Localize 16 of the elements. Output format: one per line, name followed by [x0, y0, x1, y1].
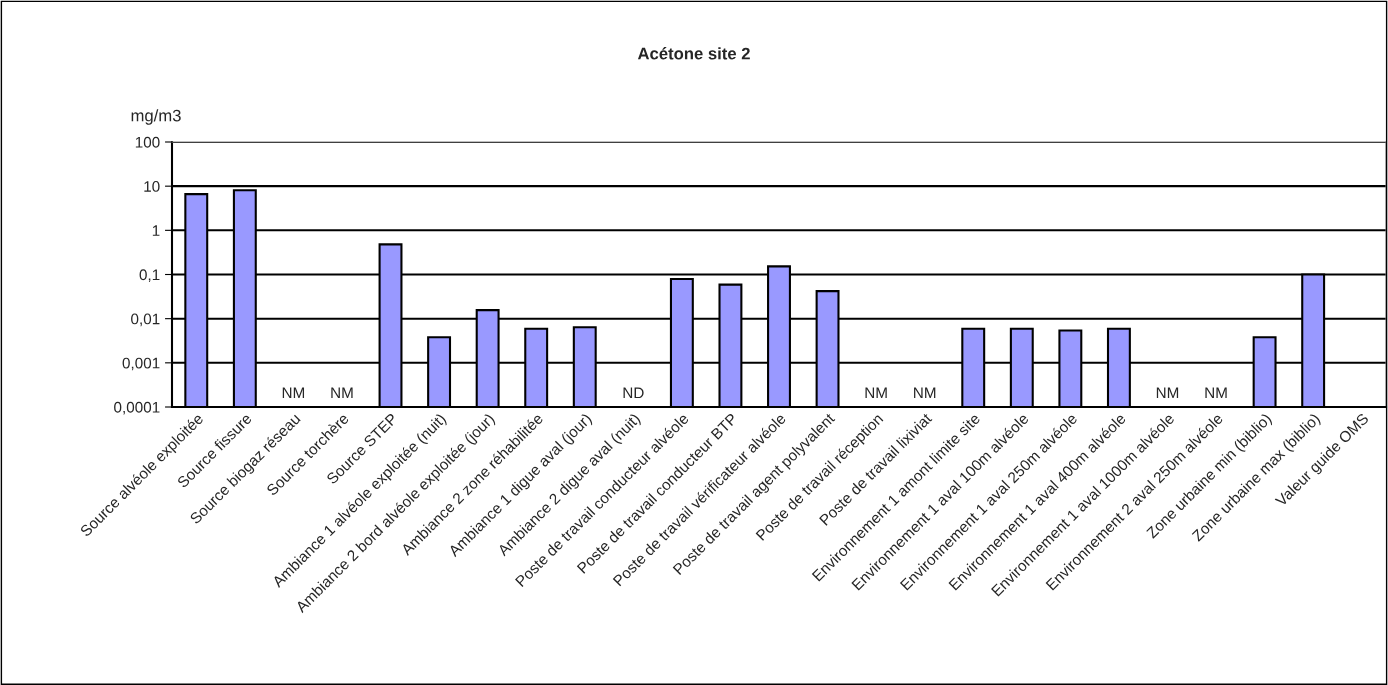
text: NM — [282, 387, 305, 399]
y-tick-label: 0,01 — [131, 313, 160, 327]
chart-title: Acétone site 2 — [637, 47, 750, 60]
y-tick-label: 1 — [152, 225, 160, 236]
y-axis-title: mg/m3 — [131, 109, 181, 125]
y-tick-label: 10 — [144, 181, 160, 192]
text: NM — [331, 387, 353, 399]
text: NM — [1156, 387, 1179, 399]
text: NM — [914, 387, 936, 399]
y-tick-label: 0,1 — [139, 269, 160, 282]
text: NM — [1205, 387, 1227, 399]
y-tick-label: 0,0001 — [114, 401, 160, 415]
text: ND — [623, 387, 644, 399]
y-tick-label: 100 — [135, 136, 160, 148]
y-tick-label: 0,001 — [122, 357, 160, 371]
text: NM — [865, 387, 887, 399]
